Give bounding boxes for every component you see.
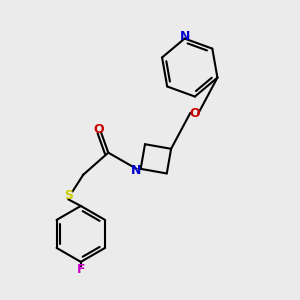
Text: O: O <box>93 123 104 136</box>
Text: F: F <box>76 263 85 276</box>
Text: S: S <box>64 189 73 202</box>
Text: N: N <box>179 30 190 43</box>
Text: N: N <box>131 164 141 177</box>
Text: O: O <box>189 107 200 120</box>
